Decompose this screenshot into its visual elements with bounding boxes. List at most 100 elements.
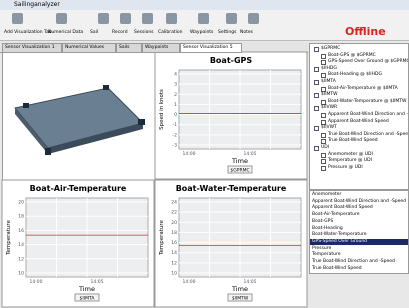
tree-group[interactable]: $IIVWR [321, 105, 337, 110]
y-axis-label: Temperature [6, 219, 12, 255]
tree-checkbox[interactable] [321, 133, 326, 138]
toolbar-icon[interactable] [56, 13, 67, 24]
list-item[interactable]: Apparent Boat-Wind Speed [310, 205, 409, 212]
y-tick-label: 12 [18, 256, 24, 262]
toolbar-icon[interactable] [98, 13, 109, 24]
y-tick-label: 20 [18, 200, 24, 206]
tree-group[interactable]: $IIMTW [321, 92, 338, 97]
y-tick-label: 12 [171, 260, 177, 266]
chart-title: Boat-Water-Temperature [176, 184, 287, 193]
tab[interactable]: Sails [116, 43, 142, 53]
tree-checkbox[interactable] [314, 146, 319, 151]
x-tick-label: 14:00 [30, 279, 43, 285]
list-item[interactable]: Boat-GPS [310, 219, 409, 226]
tree-checkbox[interactable] [321, 113, 326, 118]
tab[interactable]: Numerical Values [62, 43, 116, 53]
tree-checkbox[interactable] [321, 120, 326, 125]
tree-item[interactable]: Anemometer @ UDI [328, 152, 373, 157]
tree-item[interactable]: True Boat-Wind Speed [328, 138, 378, 143]
tree-item[interactable]: Boat-Air-Temperature @ $IIMTA [328, 86, 398, 91]
tree-item[interactable]: Temperature @ UDI [328, 158, 372, 163]
tree-checkbox[interactable] [321, 166, 326, 171]
legend-label: $GPRMC [230, 168, 249, 174]
list-item[interactable]: Temperature [310, 252, 409, 259]
tree-item[interactable]: Boat-GPS @ $GPRMC [328, 53, 376, 58]
y-axis-label: Temperature [159, 219, 165, 255]
toolbar-button[interactable]: Notes [240, 30, 253, 35]
toolbar-icon[interactable] [142, 13, 153, 24]
tree-checkbox[interactable] [314, 67, 319, 72]
y-tick-label: -1 [173, 122, 178, 128]
y-tick-label: 18 [171, 230, 177, 236]
tree-item[interactable]: Apparent Boat-Wind Speed [328, 119, 389, 124]
tree-checkbox[interactable] [321, 159, 326, 164]
y-tick-label: 3 [174, 82, 177, 88]
tree-item[interactable]: Pressure @ UDI [328, 165, 363, 170]
tree-item[interactable]: GPS-Speed Over Ground @ $GPRMC [328, 59, 409, 64]
tree-group[interactable]: $GPRMC [321, 46, 340, 51]
legend-label: $IIMTW [232, 296, 249, 302]
list-item[interactable]: True Boat-Wind Speed [310, 266, 409, 273]
legend-label: $IIMTA [80, 296, 96, 302]
y-tick-label: -2 [173, 132, 178, 138]
list-item[interactable]: Boat-Air-Temperature [310, 212, 409, 219]
toolbar-button[interactable]: Calibration [158, 30, 182, 35]
sensor-list: AnemometerApparent Boat-Wind Direction a… [309, 190, 409, 274]
tree-checkbox[interactable] [321, 54, 326, 59]
tree-group[interactable]: $IIVWT [321, 125, 337, 130]
tab[interactable]: Waypoints [142, 43, 180, 53]
y-tick-label: 14 [171, 250, 177, 256]
tree-checkbox[interactable] [321, 87, 326, 92]
x-tick-label: 14:00 [183, 151, 196, 157]
tree-group[interactable]: $IIHDG [321, 66, 337, 71]
tree-checkbox[interactable] [321, 73, 326, 78]
toolbar-button[interactable]: Numerical Data [48, 30, 83, 35]
toolbar-icon[interactable] [248, 13, 259, 24]
toolbar-button[interactable]: Sessions [134, 30, 154, 35]
y-tick-label: 16 [18, 228, 24, 234]
y-tick-label: -3 [173, 143, 178, 149]
toolbar-icon[interactable] [166, 13, 177, 24]
tree-group[interactable]: UDI [321, 145, 329, 150]
tree-checkbox[interactable] [314, 126, 319, 131]
y-tick-label: 4 [174, 72, 177, 78]
tree-item[interactable]: True Boat-Wind Direction and -Speed [328, 132, 409, 137]
toolbar-button[interactable]: Add Visualization Tab [4, 30, 52, 35]
toolbar-button[interactable]: Settings [218, 30, 236, 35]
y-tick-label: 2 [174, 92, 177, 98]
tree-item[interactable]: Apparent Boat-Wind Direction and -Speed [328, 112, 409, 117]
toolbar-icon[interactable] [198, 13, 209, 24]
y-tick-label: 18 [18, 214, 24, 220]
tab[interactable]: Sensor Visualization 1 [2, 43, 62, 53]
tree-group[interactable]: $IIMTA [321, 79, 336, 84]
toolbar-button[interactable]: Record [112, 30, 128, 35]
y-tick-label: 20 [171, 220, 177, 226]
list-item[interactable]: Boat-Water-Temperature [310, 232, 409, 239]
tree-checkbox[interactable] [321, 60, 326, 65]
y-tick-label: 10 [171, 271, 177, 277]
tree-checkbox[interactable] [314, 47, 319, 52]
list-item[interactable]: Anemometer [310, 192, 409, 199]
toolbar-icon[interactable] [12, 13, 23, 24]
toolbar-button[interactable]: Waypoints [190, 30, 213, 35]
list-item[interactable]: GPS-Speed Over Ground [310, 239, 409, 246]
toolbar-icon[interactable] [226, 13, 237, 24]
tree-item[interactable]: Boat-Heading @ $IIHDG [328, 72, 382, 77]
tree-checkbox[interactable] [314, 106, 319, 111]
x-tick-label: 14:00 [183, 279, 196, 285]
tree-checkbox[interactable] [314, 93, 319, 98]
y-tick-label: 10 [18, 271, 24, 277]
y-tick-label: 24 [171, 200, 177, 206]
y-axis-label: Speed in knots [159, 89, 165, 130]
x-axis-label: Time [231, 285, 248, 293]
tab[interactable]: Sensor Visualization 5 [180, 43, 242, 53]
tree-checkbox[interactable] [314, 80, 319, 85]
list-item[interactable]: True Boat-Wind Direction and -Speed [310, 259, 409, 266]
toolbar-icon[interactable] [120, 13, 131, 24]
tree-checkbox[interactable] [321, 153, 326, 158]
toolbar-button[interactable]: Sail [90, 30, 98, 35]
tree-checkbox[interactable] [321, 139, 326, 144]
chart-title: Boat-Air-Temperature [30, 184, 127, 193]
tree-item[interactable]: Boat-Water-Temperature @ $IIMTW [328, 99, 407, 104]
